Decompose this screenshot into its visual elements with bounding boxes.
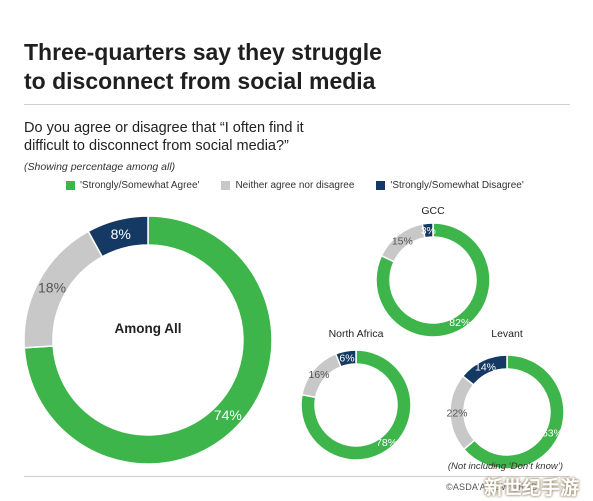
donut-among-all: 74% 18% 8% Among All — [23, 215, 273, 465]
legend-item-disagree: 'Strongly/Somewhat Disagree' — [376, 180, 524, 191]
title-line-1: Three-quarters say they struggle — [24, 39, 382, 65]
percentage-note: (Showing percentage among all) — [24, 161, 176, 173]
title-line-2: to disconnect from social media — [24, 68, 376, 94]
legend-swatch-disagree — [376, 181, 386, 190]
legend-label-neither: Neither agree nor disagree — [235, 180, 355, 191]
legend-swatch-neither — [221, 181, 231, 190]
donut-title-among-all: Among All — [115, 321, 182, 336]
survey-question: Do you agree or disagree that “I often f… — [24, 119, 444, 155]
value-label-levant-neither: 22% — [446, 408, 467, 420]
donut-title-gcc: GCC — [421, 205, 445, 217]
slice-among-all-agree — [23, 215, 273, 465]
value-label-levant-agree: 63% — [542, 428, 563, 440]
footer-divider — [24, 476, 570, 477]
slice-levant-agree — [462, 354, 565, 470]
donut-north-africa: 78% 16% 6% North Africa — [300, 328, 412, 461]
slice-gcc-agree — [375, 222, 491, 338]
value-label-gcc-agree: 82% — [449, 317, 470, 329]
donut-title-north-africa: North Africa — [329, 328, 384, 340]
donut-levant: 63% 22% 14% Levant — [446, 328, 565, 470]
value-label-among-all-agree: 74% — [214, 407, 242, 423]
title-divider — [24, 104, 570, 105]
slice-levant-disagree — [461, 354, 508, 386]
value-label-among-all-disagree: 8% — [111, 226, 131, 242]
legend-swatch-agree — [66, 181, 75, 190]
value-label-north-africa-agree: 78% — [376, 437, 397, 449]
value-label-north-africa-neither: 16% — [309, 369, 330, 381]
value-label-gcc-neither: 15% — [392, 235, 413, 247]
slice-gcc-disagree — [421, 222, 434, 239]
legend: 'Strongly/Somewhat Agree' Neither agree … — [66, 180, 546, 191]
value-label-levant-disagree: 14% — [475, 362, 496, 374]
slice-among-all-disagree — [87, 215, 149, 258]
slice-north-africa-agree — [300, 349, 412, 461]
value-label-gcc-disagree: 3% — [421, 225, 436, 237]
watermark-logo: 新世纪手游 — [483, 478, 579, 499]
chart-title: Three-quarters say they struggle to disc… — [24, 38, 574, 96]
question-line-1: Do you agree or disagree that “I often f… — [24, 120, 304, 136]
legend-label-disagree: 'Strongly/Somewhat Disagree' — [390, 180, 524, 191]
legend-label-agree: 'Strongly/Somewhat Agree' — [80, 180, 200, 191]
donut-title-levant: Levant — [491, 328, 523, 340]
footnote: (Not including ‘Don’t know’) — [447, 461, 563, 472]
value-label-north-africa-disagree: 6% — [339, 353, 354, 365]
source-credit: ©ASDA’A BCW ARAB — [446, 482, 538, 492]
value-label-among-all-neither: 18% — [38, 279, 66, 295]
donut-gcc: 82% 15% 3% GCC — [375, 205, 491, 338]
question-line-2: difficult to disconnect from social medi… — [24, 138, 289, 154]
slice-north-africa-disagree — [334, 349, 357, 368]
legend-item-neither: Neither agree nor disagree — [221, 180, 354, 191]
legend-item-agree: 'Strongly/Somewhat Agree' — [66, 180, 199, 191]
